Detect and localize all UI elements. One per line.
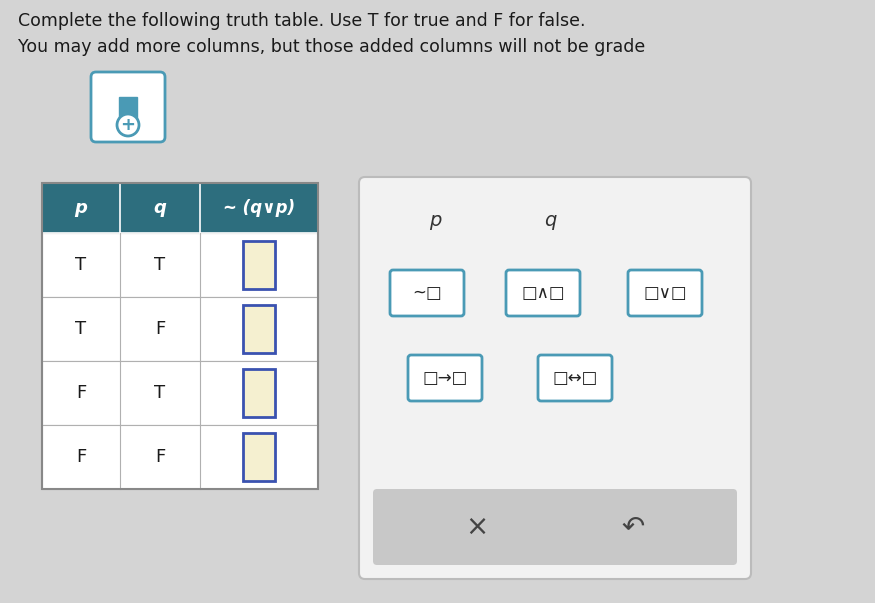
FancyBboxPatch shape [373, 489, 737, 565]
Text: T: T [75, 320, 87, 338]
Bar [243, 241, 275, 289]
Bar [243, 305, 275, 353]
Text: □→□: □→□ [423, 369, 468, 387]
Text: T: T [75, 256, 87, 274]
Text: Complete the following truth table. Use T for true and F for false.: Complete the following truth table. Use … [18, 12, 585, 30]
Bar [243, 369, 275, 417]
FancyBboxPatch shape [91, 72, 165, 142]
FancyBboxPatch shape [408, 355, 482, 401]
Text: □↔□: □↔□ [552, 369, 598, 387]
Text: +: + [121, 116, 136, 134]
Text: p: p [74, 199, 88, 217]
Text: □∨□: □∨□ [643, 284, 687, 302]
Text: q: q [544, 212, 556, 230]
Bar [42, 233, 318, 297]
Bar [42, 183, 318, 489]
Bar [42, 425, 318, 489]
Text: F: F [76, 448, 86, 466]
Text: You may add more columns, but those added columns will not be grade: You may add more columns, but those adde… [18, 38, 645, 56]
FancyBboxPatch shape [506, 270, 580, 316]
Text: p: p [429, 212, 441, 230]
Text: T: T [155, 384, 165, 402]
FancyBboxPatch shape [538, 355, 612, 401]
Text: F: F [76, 384, 86, 402]
Text: T: T [155, 256, 165, 274]
FancyBboxPatch shape [390, 270, 464, 316]
Text: ↶: ↶ [622, 513, 645, 541]
Text: ×: × [465, 513, 488, 541]
Bar [42, 297, 318, 361]
Text: F: F [155, 320, 165, 338]
Text: q: q [154, 199, 166, 217]
Bar [42, 183, 318, 233]
Text: □∧□: □∧□ [522, 284, 565, 302]
Text: ~ (q∨p): ~ (q∨p) [223, 199, 295, 217]
Text: ~□: ~□ [412, 284, 442, 302]
Bar [243, 433, 275, 481]
FancyBboxPatch shape [628, 270, 702, 316]
Bar [119, 97, 137, 127]
Circle shape [117, 114, 139, 136]
FancyBboxPatch shape [359, 177, 751, 579]
Bar [42, 361, 318, 425]
Text: F: F [155, 448, 165, 466]
